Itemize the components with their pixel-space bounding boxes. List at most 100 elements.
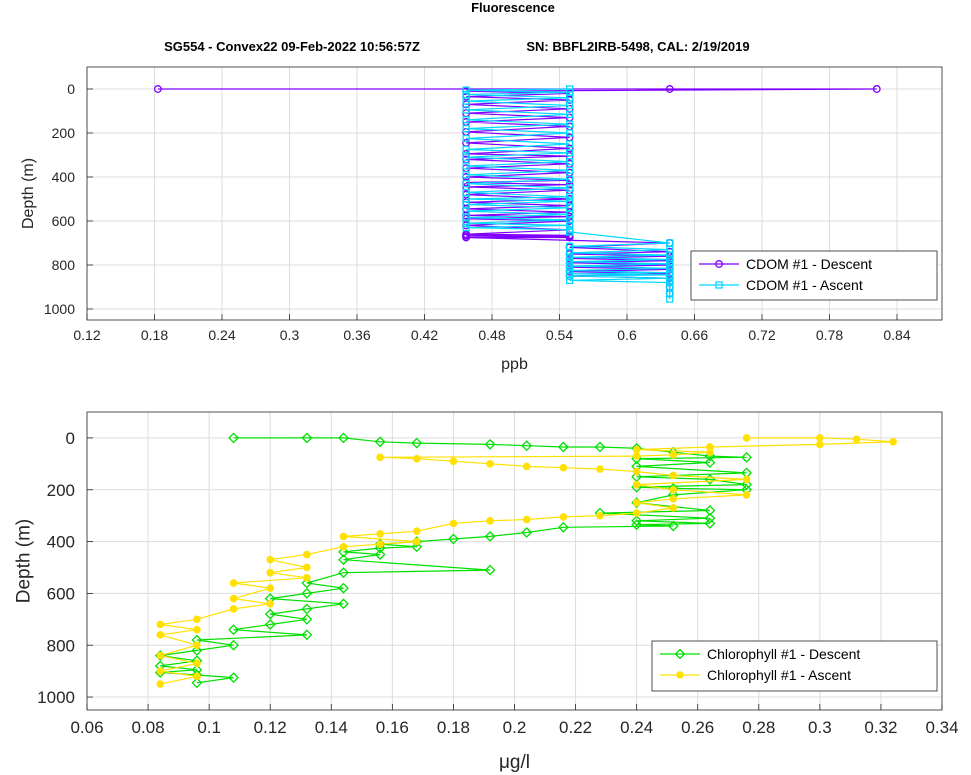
data-point bbox=[301, 587, 313, 599]
x-tick-label: 0.22 bbox=[559, 718, 592, 737]
data-point bbox=[565, 249, 574, 257]
data-point bbox=[193, 615, 201, 624]
legend-marker bbox=[674, 648, 686, 660]
x-tick-label: 0.2 bbox=[503, 718, 527, 737]
data-point bbox=[339, 542, 348, 551]
data-point bbox=[266, 584, 275, 593]
data-point bbox=[449, 519, 458, 528]
legend-entry: CDOM #1 - Descent bbox=[699, 256, 872, 272]
data-point bbox=[303, 574, 311, 582]
data-point bbox=[704, 512, 716, 524]
data-point bbox=[228, 432, 239, 444]
data-point bbox=[565, 272, 574, 280]
data-point bbox=[594, 441, 606, 453]
y-axis-label: Depth (m) bbox=[20, 158, 37, 229]
data-point bbox=[153, 85, 162, 93]
data-point bbox=[565, 166, 574, 175]
x-tick-label: 0.78 bbox=[816, 327, 843, 343]
data-point bbox=[462, 116, 470, 124]
x-tick-label: 0.12 bbox=[73, 327, 100, 343]
data-point bbox=[565, 157, 574, 166]
legend-entry: Chlorophyll #1 - Descent bbox=[660, 646, 860, 662]
x-tick-label: 0.08 bbox=[132, 718, 165, 737]
series-line bbox=[157, 88, 877, 294]
legend-box bbox=[651, 640, 938, 692]
data-point bbox=[412, 527, 421, 536]
data-point bbox=[411, 437, 423, 449]
data-point bbox=[264, 608, 276, 620]
data-point bbox=[565, 175, 574, 183]
x-tick-label: 0.34 bbox=[925, 718, 958, 737]
x-tick-label: 0.16 bbox=[376, 718, 409, 737]
legend-label: CDOM #1 - Descent bbox=[746, 256, 872, 272]
data-point bbox=[565, 233, 574, 242]
legend-entry: Chlorophyll #1 - Ascent bbox=[660, 667, 851, 683]
y-tick-label: 200 bbox=[52, 125, 76, 141]
data-point bbox=[303, 550, 311, 559]
legend: CDOM #1 - Descent CDOM #1 - Ascent bbox=[690, 250, 938, 301]
figure-subtitle-right: SN: BBFL2IRB-5498, CAL: 2/19/2019 bbox=[526, 39, 749, 54]
data-point bbox=[669, 450, 678, 459]
data-point bbox=[565, 193, 574, 201]
figure-title: Fluorescence bbox=[471, 0, 555, 15]
data-point bbox=[632, 498, 641, 507]
data-point bbox=[522, 515, 531, 524]
data-point bbox=[229, 605, 238, 613]
chlorophyll-plot: 0.06 0.08 0.1 0.12 0.14 0.16 0.18 0.2 0.22 0.24 0.… bbox=[13, 411, 959, 773]
y-tick-label: 200 bbox=[47, 481, 75, 500]
data-point bbox=[412, 454, 421, 463]
data-point bbox=[193, 659, 201, 668]
data-point bbox=[666, 274, 674, 282]
data-point bbox=[565, 276, 574, 285]
data-point bbox=[338, 567, 349, 579]
y-tick-label: 0 bbox=[66, 429, 75, 448]
data-point bbox=[266, 599, 275, 608]
data-point bbox=[704, 518, 716, 529]
data-point bbox=[484, 530, 496, 542]
data-point bbox=[632, 445, 641, 454]
data-point bbox=[338, 554, 349, 566]
data-point bbox=[522, 462, 531, 471]
data-point bbox=[742, 491, 751, 499]
data-point bbox=[462, 134, 470, 143]
data-point bbox=[376, 529, 384, 538]
x-tick-label: 0.84 bbox=[883, 327, 910, 343]
series-line bbox=[160, 437, 747, 684]
y-tick-label: 800 bbox=[47, 636, 75, 655]
data-point bbox=[666, 251, 674, 259]
data-point bbox=[669, 485, 678, 494]
data-point bbox=[632, 509, 641, 517]
y-tick-label: 800 bbox=[52, 257, 76, 273]
data-point bbox=[374, 436, 386, 448]
y-tick-label: 0 bbox=[67, 81, 75, 97]
data-point bbox=[462, 86, 470, 94]
x-axis-label: μg/l bbox=[499, 752, 530, 773]
data-point bbox=[462, 223, 470, 232]
data-point bbox=[301, 629, 313, 641]
data-point bbox=[704, 450, 716, 462]
y-tick-label: 600 bbox=[52, 213, 76, 229]
data-point bbox=[559, 513, 568, 521]
x-tick-label: 0.26 bbox=[681, 718, 714, 737]
x-tick-label: 0.36 bbox=[343, 327, 370, 343]
data-point bbox=[816, 434, 824, 442]
data-point bbox=[462, 162, 470, 170]
x-tick-label: 0.12 bbox=[254, 718, 287, 737]
legend-entry: CDOM #1 - Ascent bbox=[699, 277, 863, 293]
data-point bbox=[338, 432, 349, 444]
x-tick-label: 0.28 bbox=[742, 718, 775, 737]
data-point bbox=[667, 520, 679, 532]
data-point bbox=[565, 120, 574, 128]
data-point bbox=[631, 519, 643, 531]
data-point bbox=[376, 540, 384, 548]
data-point bbox=[666, 278, 674, 287]
data-point bbox=[462, 219, 470, 227]
data-point bbox=[338, 546, 349, 558]
data-point bbox=[229, 579, 238, 587]
axes-box bbox=[86, 66, 943, 321]
y-tick-label: 600 bbox=[47, 585, 75, 604]
data-point bbox=[374, 542, 386, 554]
data-point bbox=[303, 563, 311, 572]
data-point bbox=[266, 568, 275, 577]
data-point bbox=[462, 171, 470, 179]
